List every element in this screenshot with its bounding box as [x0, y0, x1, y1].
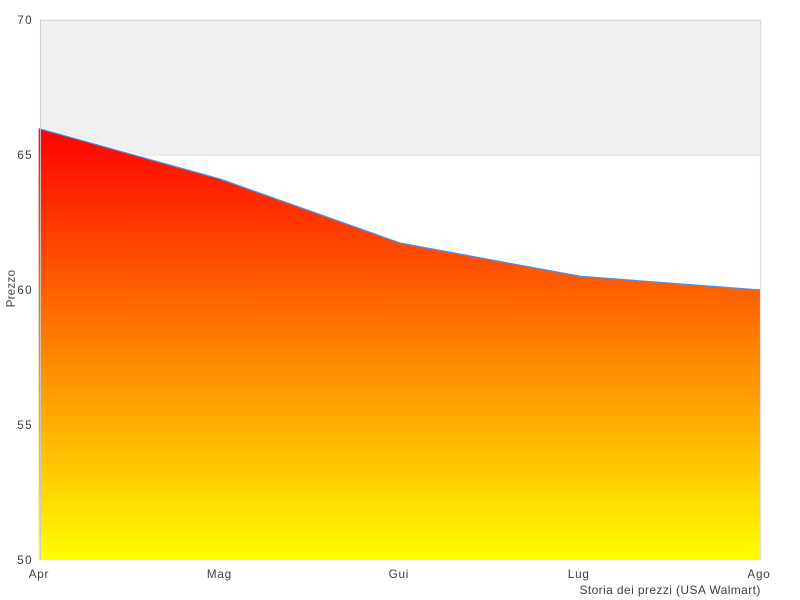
svg-text:60: 60 — [17, 284, 33, 297]
svg-text:55: 55 — [17, 419, 33, 432]
svg-text:Storia dei prezzi (USA Walmart: Storia dei prezzi (USA Walmart) — [579, 583, 760, 597]
svg-text:Ago: Ago — [747, 568, 770, 581]
svg-text:Gui: Gui — [389, 568, 410, 581]
svg-text:50: 50 — [17, 554, 33, 567]
svg-text:Lug: Lug — [568, 568, 590, 581]
svg-text:Apr: Apr — [29, 568, 50, 581]
svg-text:Mag: Mag — [207, 568, 232, 581]
svg-text:Prezzo: Prezzo — [5, 270, 18, 308]
svg-text:65: 65 — [17, 149, 33, 162]
svg-text:70: 70 — [17, 14, 33, 27]
